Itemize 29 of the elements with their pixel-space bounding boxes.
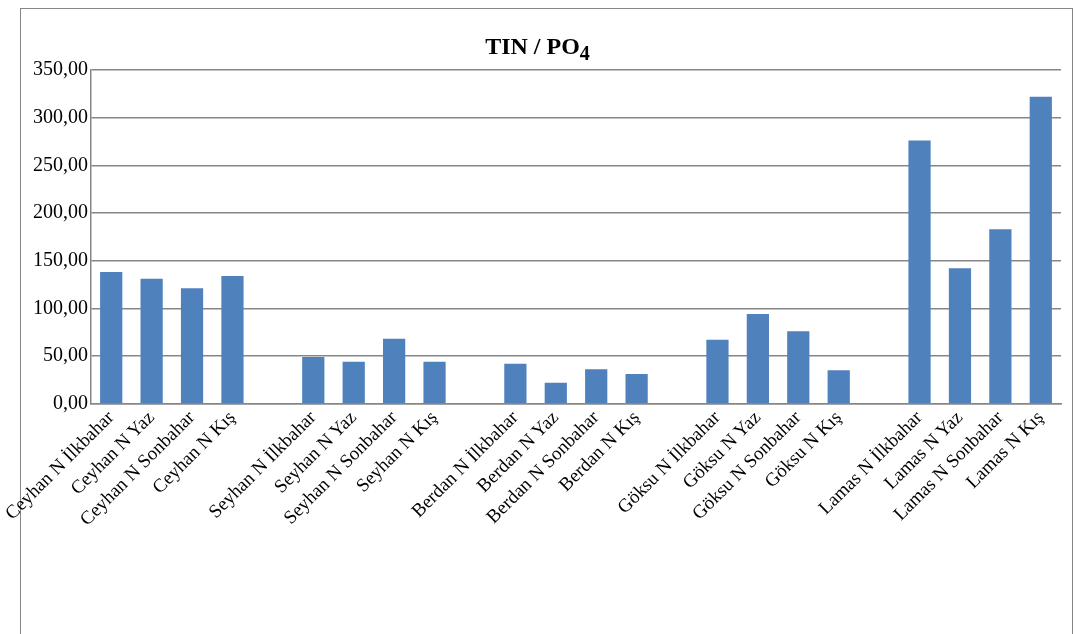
bar: [544, 382, 567, 403]
bar: [383, 338, 406, 403]
y-tick-label: 350,00: [33, 57, 88, 80]
y-tick-label: 200,00: [33, 200, 88, 223]
bar: [787, 331, 810, 403]
bar: [423, 361, 446, 403]
bar: [504, 363, 527, 403]
bar: [706, 339, 729, 403]
y-tick-label: 100,00: [33, 295, 88, 318]
bar: [827, 370, 850, 403]
y-tick-label: 50,00: [43, 343, 88, 366]
bar: [908, 140, 931, 403]
bar: [948, 268, 972, 403]
bar: [342, 361, 365, 403]
chart-title: TIN / PO$_{4}$: [485, 33, 590, 64]
y-tick-label: 250,00: [33, 152, 88, 175]
y-tick-label: 300,00: [33, 104, 88, 127]
bar: [989, 229, 1012, 403]
bar: [140, 278, 163, 403]
y-tick-label: 150,00: [33, 247, 88, 270]
bar: [1029, 96, 1052, 403]
bar: [221, 275, 244, 403]
bar: [180, 288, 204, 403]
bar: [100, 272, 123, 403]
bar: [746, 314, 769, 403]
bar: [585, 369, 608, 403]
bar: [625, 374, 648, 403]
bar: [302, 356, 325, 403]
y-tick-label: 0,00: [53, 390, 88, 413]
